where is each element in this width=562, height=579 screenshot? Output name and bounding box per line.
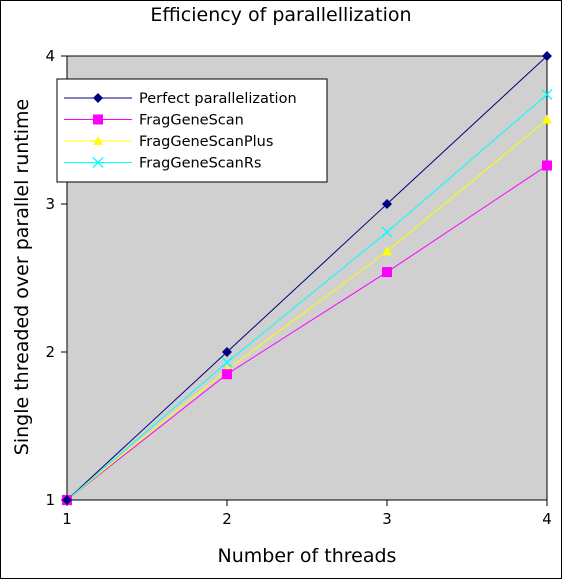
series-line <box>66 165 548 501</box>
data-point-square <box>222 369 232 380</box>
x-tick-label: 2 <box>222 510 232 528</box>
series-fraggenescan <box>66 165 548 501</box>
x-tick-label: 3 <box>382 510 392 528</box>
data-point-x <box>381 226 393 238</box>
legend-item: FragGeneScanRs <box>64 156 262 172</box>
series-layer <box>61 51 553 506</box>
series-perfect-parallelization <box>66 55 548 501</box>
legend-label: FragGeneScanPlus <box>139 134 273 150</box>
legend-item: FragGeneScanPlus <box>64 134 273 150</box>
series-fraggenescanrs <box>66 94 548 501</box>
series-line <box>66 119 548 501</box>
chart-title: Efficiency of parallellization <box>150 4 411 26</box>
legend-marker-x <box>92 157 104 168</box>
series-fraggenescanplus <box>66 119 548 501</box>
legend-marker-diamond <box>93 93 103 103</box>
axis-ticks: 1 2 3 4 1 2 3 4 <box>45 47 551 528</box>
legend-item: Perfect parallelization <box>64 91 297 107</box>
legend: Perfect parallelization FragGeneScan FragG… <box>56 78 328 183</box>
legend-box <box>56 78 328 183</box>
x-tick-label: 1 <box>62 510 72 528</box>
y-axis-label: Single threaded over parallel runtime <box>11 99 33 455</box>
data-point-square <box>542 160 552 171</box>
legend-label: Perfect parallelization <box>139 91 297 107</box>
legend-label: FragGeneScanRs <box>139 156 262 172</box>
data-point-diamond <box>222 347 232 357</box>
data-point-x <box>541 89 553 100</box>
y-tick-label: 1 <box>45 491 55 509</box>
series-line <box>66 94 548 501</box>
legend-marker-square <box>93 114 103 125</box>
x-axis-label: Number of threads <box>218 545 397 567</box>
legend-item: FragGeneScan <box>64 113 244 129</box>
data-point-square <box>382 267 392 278</box>
data-point-diamond <box>542 51 552 61</box>
series-line <box>66 55 548 501</box>
data-point-diamond <box>382 199 392 209</box>
y-tick-label: 4 <box>45 47 55 65</box>
y-tick-label: 2 <box>45 343 55 361</box>
data-point-triangle <box>382 246 392 256</box>
data-point-triangle <box>542 114 552 124</box>
legend-marker-triangle <box>93 136 103 145</box>
x-tick-label: 4 <box>542 510 552 528</box>
legend-label: FragGeneScan <box>139 113 244 129</box>
data-point-x <box>221 356 233 368</box>
y-tick-label: 3 <box>45 195 55 213</box>
data-point-diamond <box>62 495 72 505</box>
